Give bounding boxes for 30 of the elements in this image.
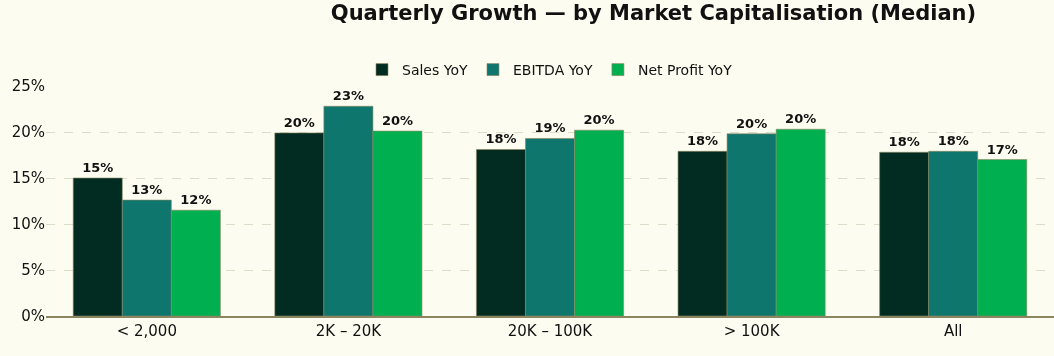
data-label: 18% bbox=[686, 133, 719, 149]
x-tick-label: < 2,000 bbox=[116, 322, 177, 340]
legend-label: Net Profit YoY bbox=[637, 62, 733, 79]
data-label: 20% bbox=[736, 115, 768, 131]
y-tick-label: 20% bbox=[11, 123, 45, 142]
y-tick-label: 5% bbox=[21, 261, 45, 280]
data-label: 20% bbox=[785, 111, 817, 127]
legend-label: Sales YoY bbox=[402, 62, 468, 79]
x-tick-label: 2K – 20K bbox=[315, 322, 383, 340]
data-label: 18% bbox=[937, 133, 969, 149]
data-label: 20% bbox=[381, 113, 414, 129]
data-label: 20% bbox=[283, 114, 315, 130]
x-tick-label: 20K – 100K bbox=[507, 322, 594, 340]
data-label: 13% bbox=[131, 182, 163, 198]
data-label: 19% bbox=[534, 120, 566, 136]
data-label: 23% bbox=[332, 88, 364, 104]
data-label: 18% bbox=[485, 131, 517, 147]
data-label: 15% bbox=[82, 160, 114, 175]
data-label: 12% bbox=[180, 192, 212, 208]
y-tick-label: 10% bbox=[11, 215, 45, 234]
x-tick-label: > 100K bbox=[723, 322, 781, 340]
legend-label: EBITDA YoY bbox=[512, 62, 593, 79]
x-tick-label: All bbox=[943, 322, 963, 340]
data-label: 18% bbox=[888, 134, 920, 150]
y-tick-label: 0% bbox=[21, 307, 45, 326]
chart-title: Quarterly Growth — by Market Capitalisation (Median) bbox=[330, 1, 977, 26]
y-tick-label: 15% bbox=[11, 169, 45, 188]
data-label: 17% bbox=[986, 141, 1018, 157]
y-tick-label: 25% bbox=[11, 77, 45, 96]
data-label: 20% bbox=[583, 112, 615, 128]
